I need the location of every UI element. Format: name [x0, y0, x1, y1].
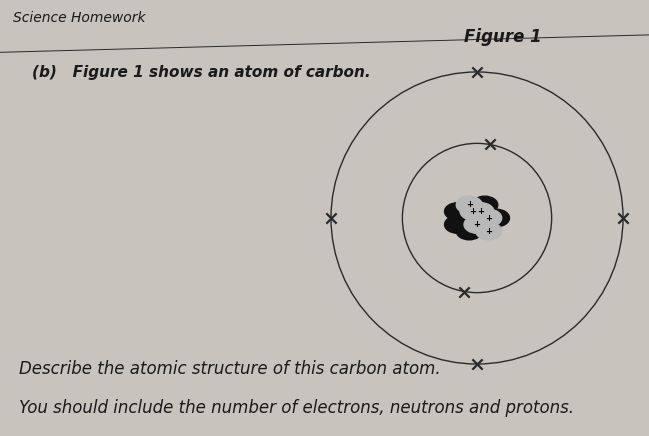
- Text: +: +: [485, 214, 492, 222]
- Text: Science Homework: Science Homework: [13, 11, 145, 25]
- Text: Describe the atomic structure of this carbon atom.: Describe the atomic structure of this ca…: [19, 360, 441, 378]
- Circle shape: [472, 196, 498, 214]
- Circle shape: [476, 209, 502, 227]
- Circle shape: [464, 216, 490, 233]
- Circle shape: [452, 209, 478, 227]
- Text: +: +: [466, 201, 472, 209]
- Circle shape: [460, 203, 486, 220]
- Text: You should include the number of electrons, neutrons and protons.: You should include the number of electro…: [19, 399, 574, 417]
- Circle shape: [456, 196, 482, 214]
- Text: +: +: [478, 207, 484, 216]
- Circle shape: [484, 209, 509, 227]
- Point: [472, 361, 482, 368]
- Circle shape: [445, 216, 471, 233]
- Text: (b)   Figure 1 shows an atom of carbon.: (b) Figure 1 shows an atom of carbon.: [32, 65, 371, 80]
- Circle shape: [468, 203, 494, 220]
- Circle shape: [476, 222, 502, 240]
- Point: [326, 215, 336, 221]
- Point: [485, 141, 495, 148]
- Circle shape: [456, 222, 482, 240]
- Point: [459, 288, 469, 295]
- Circle shape: [445, 203, 471, 220]
- Text: +: +: [470, 207, 476, 216]
- Text: +: +: [485, 227, 492, 235]
- Text: +: +: [474, 220, 480, 229]
- Point: [618, 215, 628, 221]
- Text: Figure 1: Figure 1: [464, 28, 542, 46]
- Point: [472, 68, 482, 75]
